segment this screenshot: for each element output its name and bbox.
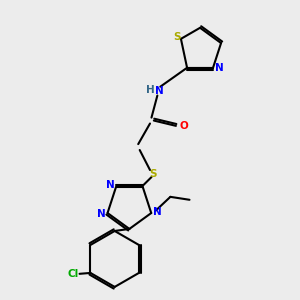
Text: N: N: [215, 63, 224, 73]
Text: N: N: [153, 208, 162, 218]
Text: N: N: [97, 208, 105, 219]
Text: N: N: [155, 86, 164, 96]
Text: O: O: [179, 121, 188, 131]
Text: S: S: [174, 32, 181, 42]
Text: S: S: [149, 169, 157, 178]
Text: Cl: Cl: [67, 269, 78, 279]
Text: H: H: [146, 85, 155, 94]
Text: N: N: [106, 180, 115, 190]
